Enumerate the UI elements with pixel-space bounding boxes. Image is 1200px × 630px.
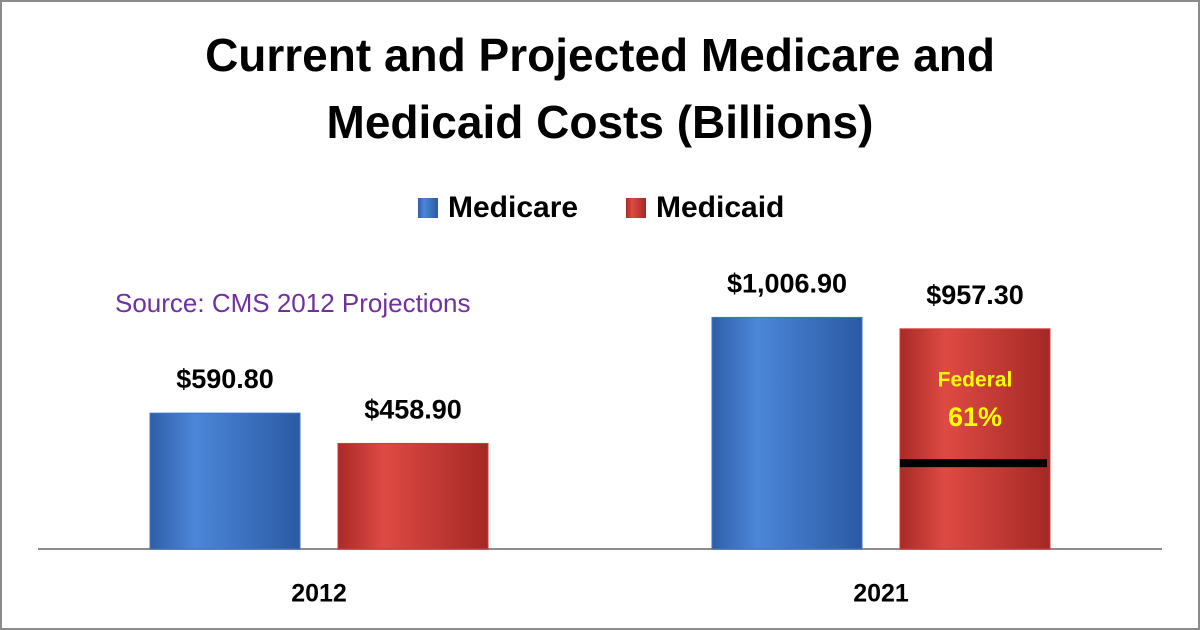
legend-label: Medicare	[448, 191, 578, 224]
bar	[899, 328, 1051, 550]
annotation-value: 61%	[948, 402, 1002, 432]
bar	[711, 316, 863, 550]
value-label: $458.90	[364, 395, 462, 425]
chart-title: Current and Projected Medicare and Medic…	[205, 29, 995, 148]
annotation-label: Federal	[938, 369, 1013, 392]
legend-swatch	[418, 198, 438, 218]
source-note: Source: CMS 2012 Projections	[115, 288, 471, 318]
bar	[149, 412, 301, 550]
legend-label: Medicaid	[656, 191, 784, 224]
x-tick-label: 2021	[853, 580, 909, 608]
x-tick-label: 2012	[291, 580, 347, 608]
value-label: $957.30	[926, 280, 1024, 310]
legend-swatch	[626, 198, 646, 218]
value-label: $1,006.90	[727, 269, 847, 299]
bar	[337, 442, 489, 550]
value-label: $590.80	[176, 364, 274, 394]
